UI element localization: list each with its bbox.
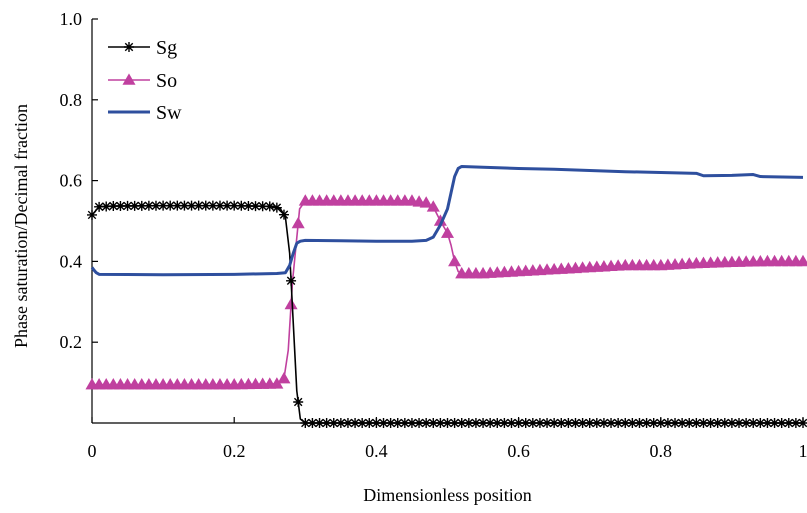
y-tick-label: 1.0	[60, 9, 83, 29]
legend-label: Sw	[156, 102, 182, 124]
y-tick-label: 0.8	[60, 90, 83, 110]
legend-item-so: So	[108, 70, 177, 92]
x-tick-label: 0	[88, 441, 97, 461]
legend-item-sg: Sg	[108, 37, 177, 59]
marker-sg	[293, 397, 303, 407]
x-tick-label: 1	[799, 441, 807, 461]
series-layer	[86, 166, 807, 428]
x-tick-label: 0.2	[223, 441, 246, 461]
legend-label: Sg	[156, 37, 177, 59]
y-tick-label: 0.2	[60, 332, 83, 352]
marker-so	[292, 217, 304, 228]
legend-item-sw: Sw	[108, 102, 182, 124]
marker-sg	[87, 210, 97, 220]
marker-sg	[798, 418, 807, 428]
marker-sg	[265, 201, 275, 211]
legend-label: So	[156, 70, 177, 92]
y-tick-label: 0.6	[60, 171, 83, 191]
y-tick-label: 0.4	[60, 251, 83, 271]
axes	[92, 19, 803, 423]
legend-marker-icon	[124, 42, 134, 52]
marker-so	[442, 227, 454, 238]
marker-so	[285, 298, 297, 309]
y-axis-title: Phase saturation/Decimal fraction	[11, 104, 31, 348]
marker-sg	[286, 276, 296, 286]
legend: Sg So Sw	[108, 37, 182, 124]
x-tick-label: 0.6	[507, 441, 530, 461]
series-line-sg	[92, 206, 803, 423]
x-axis-title: Dimensionless position	[363, 485, 532, 505]
x-tick-label: 0.8	[650, 441, 673, 461]
series-so	[86, 195, 807, 389]
marker-so	[449, 255, 461, 266]
marker-sg	[279, 210, 289, 220]
marker-so	[278, 373, 290, 384]
x-tick-label: 0.4	[365, 441, 388, 461]
